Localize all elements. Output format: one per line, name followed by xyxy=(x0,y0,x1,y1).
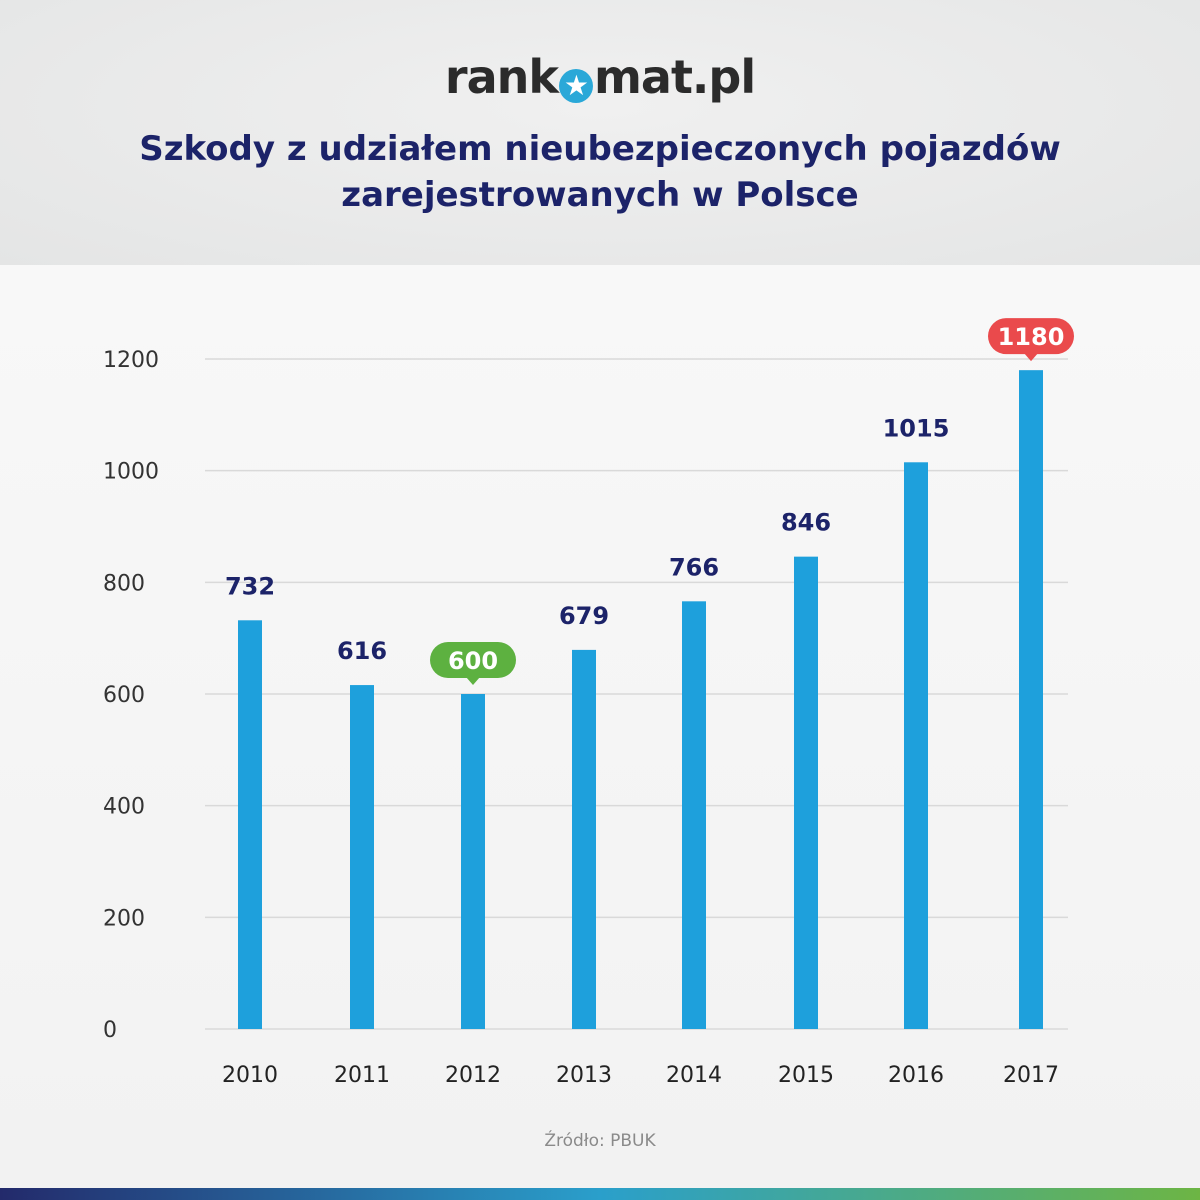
data-label: 1015 xyxy=(883,414,950,442)
data-label: 616 xyxy=(337,637,387,665)
data-label: 600 xyxy=(448,647,498,675)
y-tick-label: 400 xyxy=(103,795,145,820)
title-line-1: Szkody z udziałem nieubezpieczonych poja… xyxy=(139,129,1061,169)
x-tick-label: 2015 xyxy=(778,1063,834,1088)
value-badge xyxy=(988,318,1074,355)
x-tick-label: 2013 xyxy=(556,1063,612,1088)
x-tick-label: 2017 xyxy=(1003,1063,1059,1088)
bar xyxy=(350,685,374,1029)
y-tick-label: 1000 xyxy=(103,460,159,485)
badge-pointer xyxy=(466,677,480,685)
y-tick-label: 0 xyxy=(103,1018,117,1043)
y-tick-label: 800 xyxy=(103,571,145,596)
x-tick-label: 2012 xyxy=(445,1063,501,1088)
value-badge xyxy=(430,642,516,678)
bar xyxy=(904,462,928,1030)
title-line-2: zarejestrowanych w Polsce xyxy=(341,175,859,215)
bar xyxy=(794,556,818,1029)
y-tick-label: 600 xyxy=(103,683,145,708)
bar xyxy=(682,601,706,1029)
bar xyxy=(572,649,596,1029)
data-label: 1180 xyxy=(998,323,1065,351)
bar xyxy=(1019,370,1043,1030)
chart-title: Szkody z udziałem nieubezpieczonych poja… xyxy=(0,126,1200,218)
y-tick-label: 200 xyxy=(103,906,145,931)
source-note: Źródło: PBUK xyxy=(544,1131,656,1151)
data-label: 732 xyxy=(225,572,275,600)
star-icon: ★ xyxy=(558,69,593,103)
bar xyxy=(461,694,485,1029)
x-tick-label: 2010 xyxy=(222,1063,278,1088)
x-tick-label: 2011 xyxy=(334,1063,390,1088)
header-background xyxy=(0,0,1200,265)
data-label: 679 xyxy=(559,602,609,630)
bar xyxy=(238,620,262,1029)
x-tick-label: 2014 xyxy=(666,1063,722,1088)
y-tick-label: 1200 xyxy=(103,348,159,373)
x-tick-label: 2016 xyxy=(888,1063,944,1088)
logo-text-left: rank xyxy=(444,50,559,104)
logo-text-right: mat.pl xyxy=(593,50,756,104)
logo: rank ★ mat.pl xyxy=(0,50,1200,104)
data-label: 766 xyxy=(669,553,719,581)
bottom-gradient-bar xyxy=(0,1188,1200,1200)
badge-pointer xyxy=(1024,353,1038,362)
data-label: 846 xyxy=(781,509,831,537)
